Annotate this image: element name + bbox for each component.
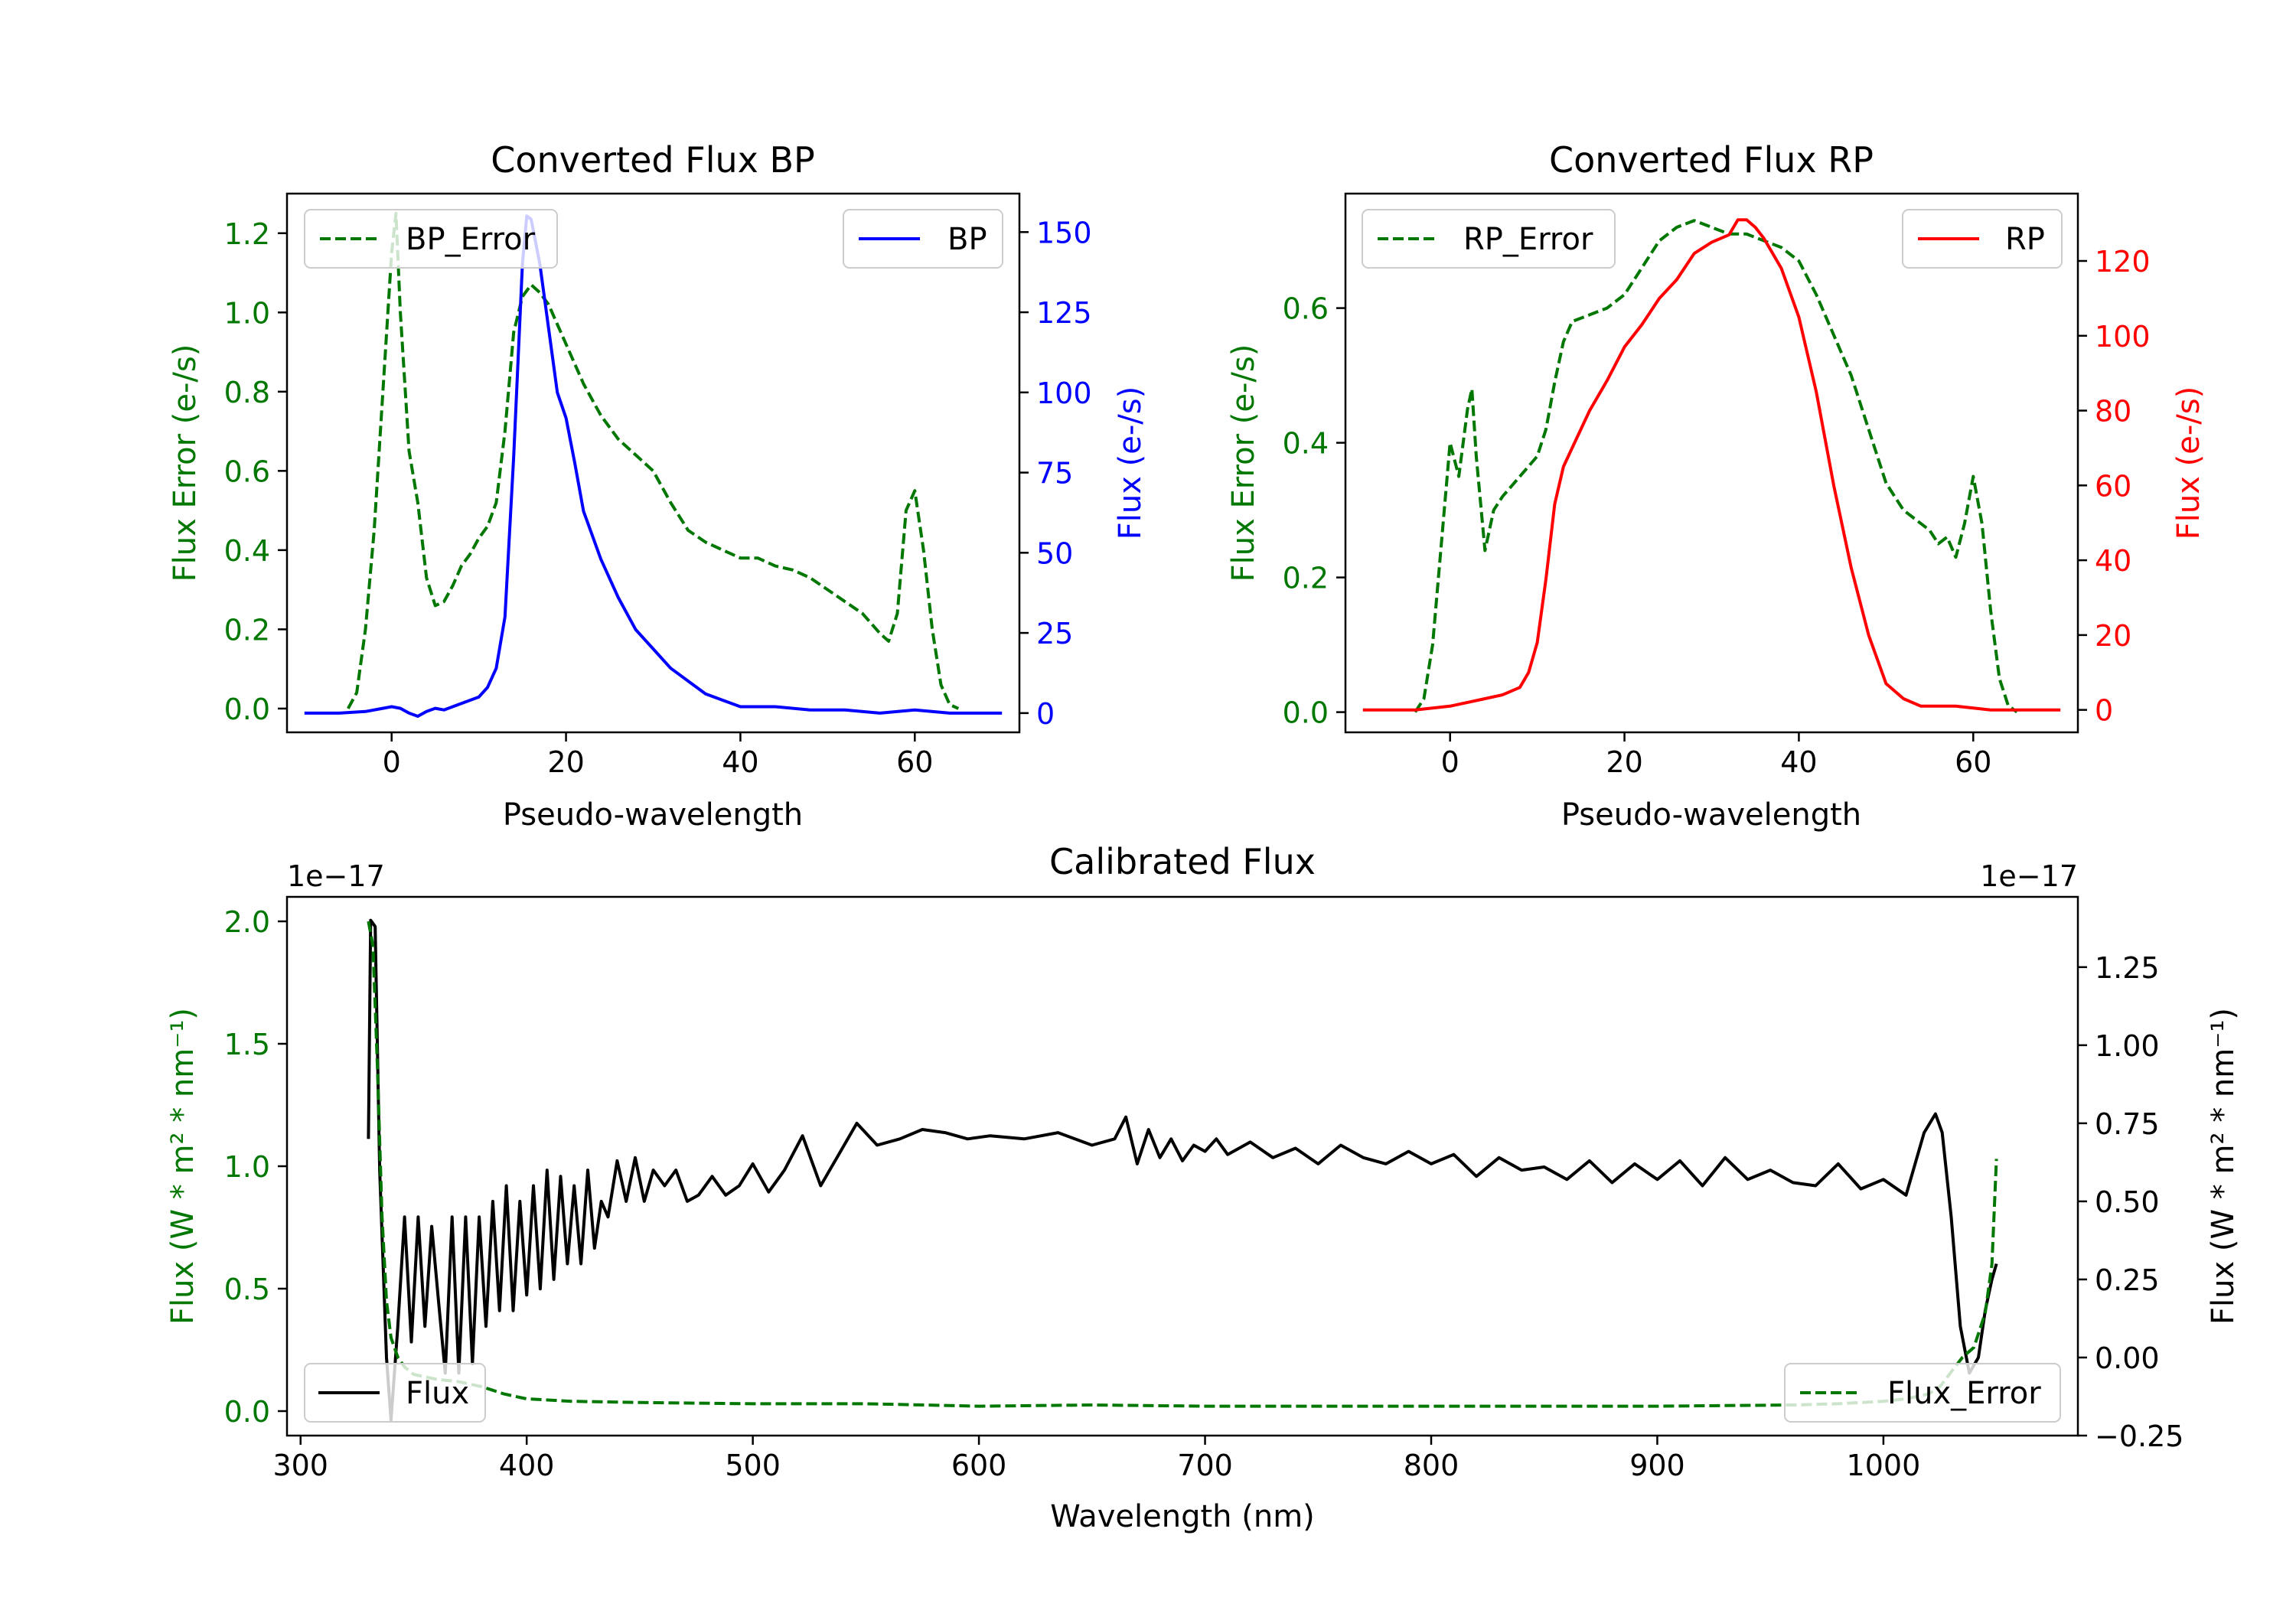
chart-bp-legend-bp: BP — [843, 209, 1003, 269]
y-right-tick-label: 0 — [1036, 697, 1055, 731]
x-tick-label: 40 — [1780, 745, 1817, 779]
x-tick-label: 60 — [896, 745, 933, 779]
series-line-bp — [304, 214, 1003, 718]
x-tick-label: 0 — [1441, 745, 1459, 779]
chart-calibrated: Calibrated Flux 1e−17 1e−17 300 400 500 600… — [165, 841, 2241, 1534]
x-tick-label: 400 — [499, 1449, 555, 1482]
chart-rp-legend-rp-error: RP_Error — [1362, 209, 1616, 269]
y-left-tick-label: 0.5 — [224, 1273, 270, 1306]
x-tick-label: 800 — [1404, 1449, 1459, 1482]
y-right-tick-label: −0.25 — [2095, 1420, 2183, 1453]
chart-calibrated-legend-flux: Flux — [304, 1363, 486, 1423]
chart-calibrated-right-offset: 1e−17 — [1980, 859, 2078, 893]
y-right-tick-label: 0.00 — [2095, 1341, 2160, 1375]
chart-calibrated-xlabel: Wavelength (nm) — [1050, 1499, 1315, 1534]
y-left-tick-label: 1.0 — [224, 1150, 270, 1184]
chart-bp-left-ylabel: Flux Error (e-/s) — [168, 344, 203, 582]
chart-bp-right-ylabel: Flux (e-/s) — [1113, 386, 1148, 539]
chart-bp-legend-bp-error: BP_Error — [304, 209, 558, 269]
y-right-tick-label: 40 — [2095, 544, 2131, 578]
y-left-tick-label: 2.0 — [224, 905, 270, 939]
y-left-tick-label: 1.0 — [224, 296, 270, 330]
y-left-tick-label: 0.4 — [1283, 427, 1329, 461]
legend-label-flux: Flux — [406, 1376, 469, 1411]
y-left-tick-label: 0.2 — [1283, 562, 1329, 595]
x-tick-label: 500 — [725, 1449, 781, 1482]
y-right-tick-label: 150 — [1036, 216, 1092, 249]
chart-rp-right-ylabel: Flux (e-/s) — [2171, 386, 2206, 539]
chart-bp-frame — [285, 192, 1021, 734]
y-left-tick-label: 0.6 — [224, 455, 270, 488]
chart-rp-title: Converted Flux RP — [1549, 139, 1874, 181]
legend-label-bp-error: BP_Error — [406, 222, 536, 257]
x-tick-label: 1000 — [1847, 1449, 1921, 1482]
chart-calibrated-title: Calibrated Flux — [1049, 841, 1316, 882]
y-right-tick-label: 80 — [2095, 395, 2131, 429]
x-tick-label: 20 — [1606, 745, 1642, 779]
y-right-tick-label: 100 — [2095, 320, 2151, 354]
chart-rp-frame — [1344, 192, 2079, 734]
chart-rp: Converted Flux RP 0 20 40 60 0.0 0.2 0.4 0.6 0 20… — [1226, 139, 2206, 833]
x-tick-label: 40 — [722, 745, 758, 779]
y-right-tick-label: 100 — [1036, 376, 1092, 410]
y-right-tick-label: 0.50 — [2095, 1185, 2160, 1219]
chart-bp-title: Converted Flux BP — [491, 139, 815, 181]
chart-rp-legend-rp: RP — [1902, 209, 2063, 269]
x-tick-label: 20 — [547, 745, 584, 779]
chart-calibrated-left-ylabel: Flux (W * m² * nm⁻¹) — [165, 1008, 201, 1325]
y-left-tick-label: 1.5 — [224, 1028, 270, 1061]
y-left-tick-label: 0.4 — [224, 534, 270, 568]
y-left-tick-label: 0.2 — [224, 613, 270, 647]
series-line-flux — [367, 918, 1998, 1422]
y-right-tick-label: 0.75 — [2095, 1107, 2160, 1141]
y-right-tick-label: 125 — [1036, 296, 1092, 330]
legend-label-rp: RP — [2005, 222, 2045, 257]
y-left-tick-label: 0.0 — [1283, 696, 1329, 730]
chart-bp: Converted Flux BP 0 20 40 60 0.0 0.2 0.4 0.6 0.8… — [168, 139, 1148, 833]
chart-bp-xlabel: Pseudo-wavelength — [503, 797, 803, 833]
y-right-tick-label: 120 — [2095, 245, 2151, 279]
y-right-tick-label: 1.00 — [2095, 1029, 2160, 1063]
y-right-tick-label: 0.25 — [2095, 1263, 2160, 1297]
y-right-tick-label: 25 — [1036, 617, 1073, 650]
x-tick-label: 700 — [1177, 1449, 1233, 1482]
chart-calibrated-ticks: 300 400 500 600 700 800 900 1000 0.0 0.5 1.0 1.5 2.0… — [224, 905, 2184, 1482]
y-left-tick-label: 1.2 — [224, 217, 270, 251]
y-right-tick-label: 1.25 — [2095, 951, 2160, 985]
y-right-tick-label: 75 — [1036, 457, 1073, 491]
chart-rp-plot — [1362, 218, 2061, 714]
y-left-tick-label: 0.0 — [224, 1395, 270, 1429]
chart-calibrated-left-offset: 1e−17 — [287, 859, 385, 893]
x-tick-label: 600 — [951, 1449, 1007, 1482]
series-line-rp — [1362, 218, 2061, 712]
y-right-tick-label: 50 — [1036, 536, 1073, 570]
y-left-tick-label: 0.6 — [1283, 292, 1329, 326]
x-tick-label: 900 — [1629, 1449, 1685, 1482]
chart-rp-left-ylabel: Flux Error (e-/s) — [1226, 344, 1261, 582]
x-tick-label: 300 — [272, 1449, 328, 1482]
x-tick-label: 60 — [1955, 745, 1991, 779]
chart-rp-ticks: 0 20 40 60 0.0 0.2 0.4 0.6 0 20 40 60 80 100 120 — [1283, 245, 2151, 779]
chart-calibrated-legend-flux-error: Flux_Error — [1784, 1363, 2061, 1423]
chart-rp-xlabel: Pseudo-wavelength — [1561, 797, 1861, 833]
y-right-tick-label: 20 — [2095, 619, 2131, 653]
chart-bp-plot — [304, 211, 1003, 718]
y-right-tick-label: 60 — [2095, 469, 2131, 503]
y-right-tick-label: 0 — [2095, 694, 2113, 728]
series-line-bp-error — [347, 211, 960, 710]
y-left-tick-label: 0.0 — [224, 693, 270, 726]
legend-label-flux-error: Flux_Error — [1887, 1376, 2041, 1411]
y-left-tick-label: 0.8 — [224, 376, 270, 409]
chart-calibrated-right-ylabel: Flux (W * m² * nm⁻¹) — [2206, 1008, 2241, 1325]
chart-bp-ticks: 0 20 40 60 0.0 0.2 0.4 0.6 0.8 1.0 1.2 0 25 50 75 100 12… — [224, 216, 1092, 779]
x-tick-label: 0 — [383, 745, 401, 779]
legend-label-rp-error: RP_Error — [1463, 222, 1593, 257]
legend-label-bp: BP — [947, 222, 987, 257]
series-line-rp-error — [1414, 219, 2018, 714]
